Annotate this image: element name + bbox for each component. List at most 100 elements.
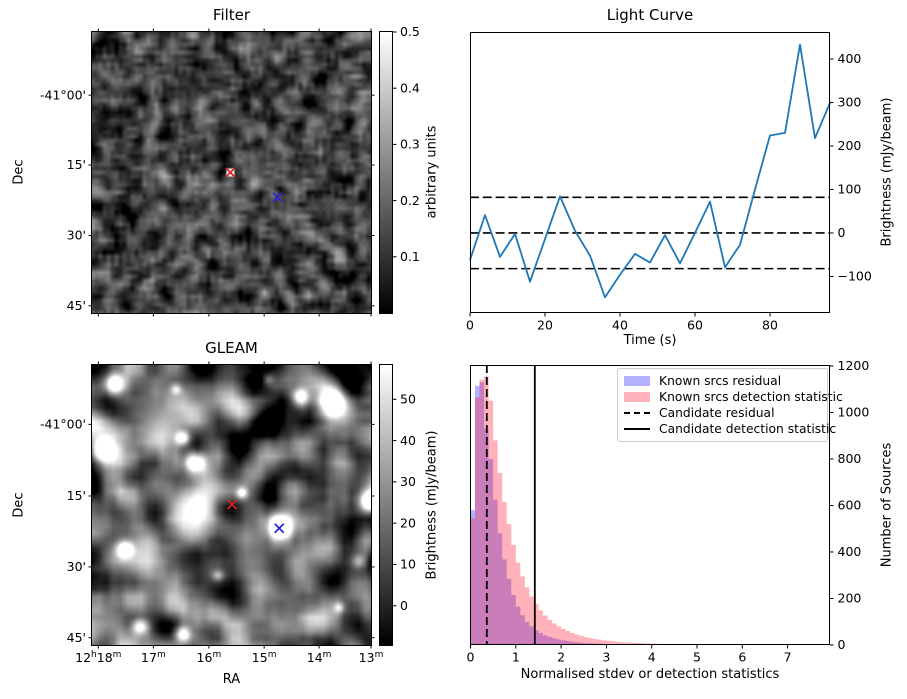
comparison-position-marker: [274, 523, 285, 534]
filter-ticks: -41°00' 15' 30' 45': [40, 28, 375, 317]
histogram-ytick-label: 1200: [838, 358, 870, 373]
legend-item-known-srcs-detection: Known srcs detection statistic: [624, 389, 843, 405]
legend-box: Known srcs residual Known srcs detection…: [617, 368, 843, 442]
filter-title: Filter: [212, 6, 251, 24]
filter-colorbar: [379, 31, 393, 314]
gleam-ytick-label: 15': [67, 488, 86, 503]
histogram-detection-series: [470, 376, 797, 645]
gleam-xtick-label: 17m: [141, 650, 166, 665]
histogram-ytick-label: 400: [838, 544, 862, 559]
filter-colorbar-tick-label: 0.4: [400, 80, 420, 95]
histogram-xtick-label: 2: [557, 650, 565, 665]
histogram-xtick-label: 6: [738, 650, 746, 665]
filter-ytick-label: -41°00': [40, 87, 86, 102]
histogram-xtick-label: 3: [602, 650, 610, 665]
legend-label: Candidate residual: [659, 406, 775, 420]
legend-item-candidate-residual: Candidate residual: [624, 405, 821, 421]
lightcurve-line: [469, 43, 831, 299]
gleam-colorbar-tick-label: 50: [400, 391, 416, 406]
histogram-candidate-lines: [485, 365, 536, 645]
histogram-residual-series: [470, 382, 797, 645]
lightcurve-ytick-label: 0: [838, 225, 846, 240]
histogram-axes-frame: [470, 365, 830, 645]
gleam-ytick-label: -41°00': [40, 417, 86, 432]
gleam-colorbar-tick-label: 30: [400, 474, 416, 489]
gleam-xtick-label: 15m: [252, 650, 277, 665]
legend-label: Candidate detection statistic: [659, 422, 837, 436]
gleam-xtick-label: 16m: [197, 650, 222, 665]
filter-ytick-label: 15': [67, 157, 86, 172]
histogram-ylabel: Number of Sources: [879, 442, 895, 568]
histogram-ytick-label: 800: [838, 451, 862, 466]
histogram-ytick-label: 200: [838, 591, 862, 606]
gleam-colorbar-tick-label: 0: [400, 598, 408, 613]
lightcurve-xtick-label: 60: [687, 318, 703, 333]
gleam-colorbar: [379, 364, 393, 646]
gleam-xtick-label: 14m: [307, 650, 332, 665]
gleam-ytick-label: 30': [67, 559, 86, 574]
histogram-series: [470, 376, 797, 645]
gleam-colorbar-tick-label: 10: [400, 557, 416, 572]
legend-label: Known srcs detection statistic: [659, 390, 843, 404]
gleam-xtick-label: 12h18m: [75, 650, 121, 665]
histogram-ytick-label: 0: [838, 637, 846, 652]
lightcurve-xlabel: Time (s): [623, 333, 677, 348]
gleam-ticks: 12h18m 17m 16m 15m 14m 13m -41°00' 15' 30' 45': [40, 361, 384, 665]
legend-solid-line-sample: [624, 428, 650, 430]
lightcurve-xtick-label: 20: [537, 318, 553, 333]
lightcurve-ytick-label: 400: [838, 51, 862, 66]
legend-swatch-residual: [624, 376, 650, 386]
gleam-colorbar-tick-label: 20: [400, 515, 416, 530]
filter-markers: [225, 167, 283, 203]
histogram-xtick-label: 5: [693, 650, 701, 665]
lightcurve-axes-frame: [470, 32, 830, 313]
lightcurve-ytick-label: −100: [838, 269, 872, 284]
gleam-ylabel: Dec: [11, 492, 27, 518]
filter-colorbar-tick-label: 0.5: [400, 24, 420, 39]
histogram-ytick-label: 1000: [838, 405, 870, 420]
gleam-colorbar-tick-label: 40: [400, 433, 416, 448]
lightcurve-title: Light Curve: [606, 6, 694, 24]
filter-colorbar-tick-label: 0.1: [400, 249, 420, 264]
histogram-ticks: 0 1 2 3 4 5 6 7 0 200 400 600 800 1000 1200: [467, 358, 870, 664]
filter-ytick-label: 30': [67, 228, 86, 243]
lightcurve-ytick-label: 300: [838, 95, 862, 110]
candidate-position-marker: [225, 167, 236, 178]
candidate-position-marker: [226, 499, 238, 510]
gleam-markers: [226, 499, 285, 534]
filter-colorbar-label: arbitrary units: [424, 125, 440, 219]
histogram-xtick-label: 0: [467, 650, 475, 665]
lightcurve-ylabel: Brightness (mJy/beam): [879, 97, 895, 247]
lightcurve-ytick-label: 100: [838, 182, 862, 197]
legend-item-candidate-detection: Candidate detection statistic: [624, 421, 836, 437]
filter-colorbar-tick-label: 0.2: [400, 193, 420, 208]
legend-item-known-srcs-residual: Known srcs residual: [624, 373, 821, 389]
gleam-ytick-label: 45': [67, 630, 86, 645]
histogram-xlabel: Normalised stdev or detection statistics: [520, 667, 780, 682]
gleam-xtick-label: 13m: [359, 650, 384, 665]
lightcurve-ticks: 0 20 40 60 80 −100 0 100 200 300 400: [466, 51, 872, 332]
legend-swatch-detection: [624, 392, 650, 402]
gleam-title: GLEAM: [205, 339, 258, 357]
lightcurve-xtick-label: 80: [762, 318, 778, 333]
histogram-ytick-label: 600: [838, 498, 862, 513]
legend-label: Known srcs residual: [659, 374, 782, 388]
gleam-colorbar-label: Brightness (mJy/beam): [424, 430, 440, 580]
histogram-xtick-label: 7: [784, 650, 792, 665]
gleam-xlabel: RA: [222, 672, 241, 687]
lightcurve-xtick-label: 40: [612, 318, 628, 333]
filter-colorbar-tick-label: 0.3: [400, 137, 420, 152]
histogram-xtick-label: 4: [648, 650, 656, 665]
legend-dashed-line-sample: [624, 412, 650, 414]
lightcurve-series: [469, 43, 831, 299]
filter-ytick-label: 45': [67, 298, 86, 313]
filter-colorbar-tick: 0.1 0.2 0.3 0.4 0.5: [393, 24, 420, 264]
histogram-xtick-label: 1: [512, 650, 520, 665]
filter-ylabel: Dec: [11, 159, 27, 185]
lightcurve-xtick-label: 0: [466, 318, 474, 333]
comparison-position-marker: [272, 192, 283, 203]
gleam-colorbar-tick: 0 10 20 30 40 50: [393, 391, 416, 613]
lightcurve-threshold-lines: [470, 196, 830, 270]
